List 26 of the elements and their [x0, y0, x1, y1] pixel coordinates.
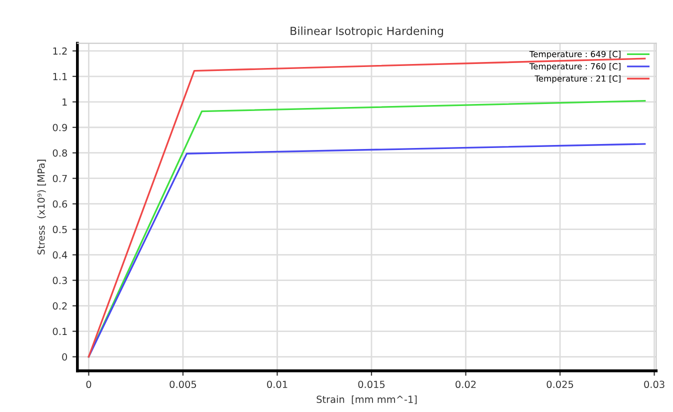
x-tick-label: 0.02: [456, 380, 476, 388]
legend-label: Temperature : 760 [C]: [529, 62, 620, 72]
y-tick-label: 0.5: [52, 226, 67, 234]
y-tick-label: 0.4: [52, 251, 68, 259]
x-tick-label: 0.025: [546, 380, 574, 388]
x-tick-label: 0.015: [358, 380, 385, 388]
x-axis-title: Strain [mm mm^-1]: [316, 395, 417, 404]
y-tick-label: 0.9: [52, 124, 67, 132]
legend-label: Temperature : 21 [C]: [534, 75, 620, 84]
y-tick-label: 0.3: [52, 276, 67, 284]
legend-label: Temperature : 649 [C]: [529, 50, 620, 59]
y-tick-label: 0: [62, 353, 68, 361]
chart-title: Bilinear Isotropic Hardening: [290, 26, 443, 38]
y-tick-label: 1: [62, 98, 67, 106]
y-tick-label: 0.8: [52, 149, 68, 157]
x-tick-label: 0.03: [644, 380, 664, 388]
y-tick-label: 0.2: [52, 302, 67, 310]
y-tick-label: 1.2: [53, 47, 67, 55]
y-axis-title: Stress (x10⁹) [MPa]: [37, 160, 46, 254]
y-tick-label: 0.7: [52, 174, 67, 182]
y-tick-label: 0.6: [52, 200, 68, 208]
x-tick-label: 0.005: [170, 380, 196, 388]
y-tick-label: 0.1: [52, 328, 67, 336]
x-tick-label: 0: [86, 380, 92, 388]
x-tick-label: 0.01: [267, 380, 288, 388]
y-tick-label: 1.1: [53, 73, 67, 80]
